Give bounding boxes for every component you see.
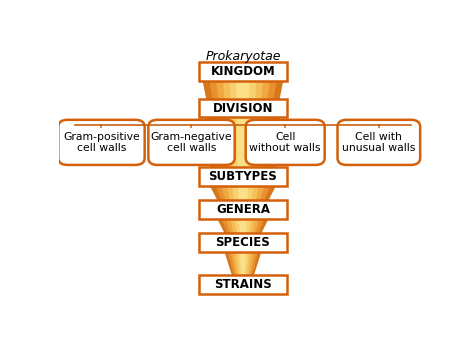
Polygon shape [236,81,250,99]
Text: Gram-positive
cell walls: Gram-positive cell walls [63,132,140,153]
Text: Gram-negative
cell walls: Gram-negative cell walls [151,132,232,153]
Polygon shape [232,186,254,200]
Polygon shape [226,219,260,233]
FancyBboxPatch shape [337,120,420,165]
Polygon shape [209,81,277,99]
Polygon shape [223,81,263,99]
Polygon shape [210,186,276,200]
Polygon shape [225,252,261,275]
FancyBboxPatch shape [58,120,145,165]
Text: KINGDOM: KINGDOM [210,65,275,78]
FancyBboxPatch shape [199,62,287,81]
Polygon shape [234,219,252,233]
FancyBboxPatch shape [246,120,325,165]
Polygon shape [237,252,249,275]
FancyBboxPatch shape [199,99,287,118]
FancyBboxPatch shape [148,120,235,165]
Text: STRAINS: STRAINS [214,278,272,291]
Text: SPECIES: SPECIES [216,236,270,249]
Polygon shape [219,118,267,167]
Text: Prokaryotae: Prokaryotae [205,50,281,63]
Polygon shape [231,118,255,167]
FancyBboxPatch shape [199,233,287,252]
Polygon shape [230,219,256,233]
Polygon shape [240,252,246,275]
Polygon shape [237,118,249,167]
Polygon shape [217,219,269,233]
Polygon shape [228,252,258,275]
FancyBboxPatch shape [199,167,287,186]
Polygon shape [212,118,273,167]
Polygon shape [216,81,270,99]
Polygon shape [231,252,255,275]
Polygon shape [221,186,265,200]
Polygon shape [225,118,261,167]
Text: GENERA: GENERA [216,203,270,216]
Polygon shape [221,219,264,233]
Polygon shape [234,252,252,275]
Polygon shape [238,219,247,233]
Polygon shape [215,186,271,200]
Text: Cell with
unusual walls: Cell with unusual walls [342,132,416,153]
Text: SUBTYPES: SUBTYPES [209,170,277,183]
Polygon shape [227,186,259,200]
Polygon shape [229,81,256,99]
Text: DIVISION: DIVISION [213,102,273,115]
FancyBboxPatch shape [199,275,287,294]
Text: Cell
without walls: Cell without walls [249,132,321,153]
Polygon shape [202,81,283,99]
Polygon shape [237,186,248,200]
FancyBboxPatch shape [199,200,287,219]
Polygon shape [206,118,280,167]
